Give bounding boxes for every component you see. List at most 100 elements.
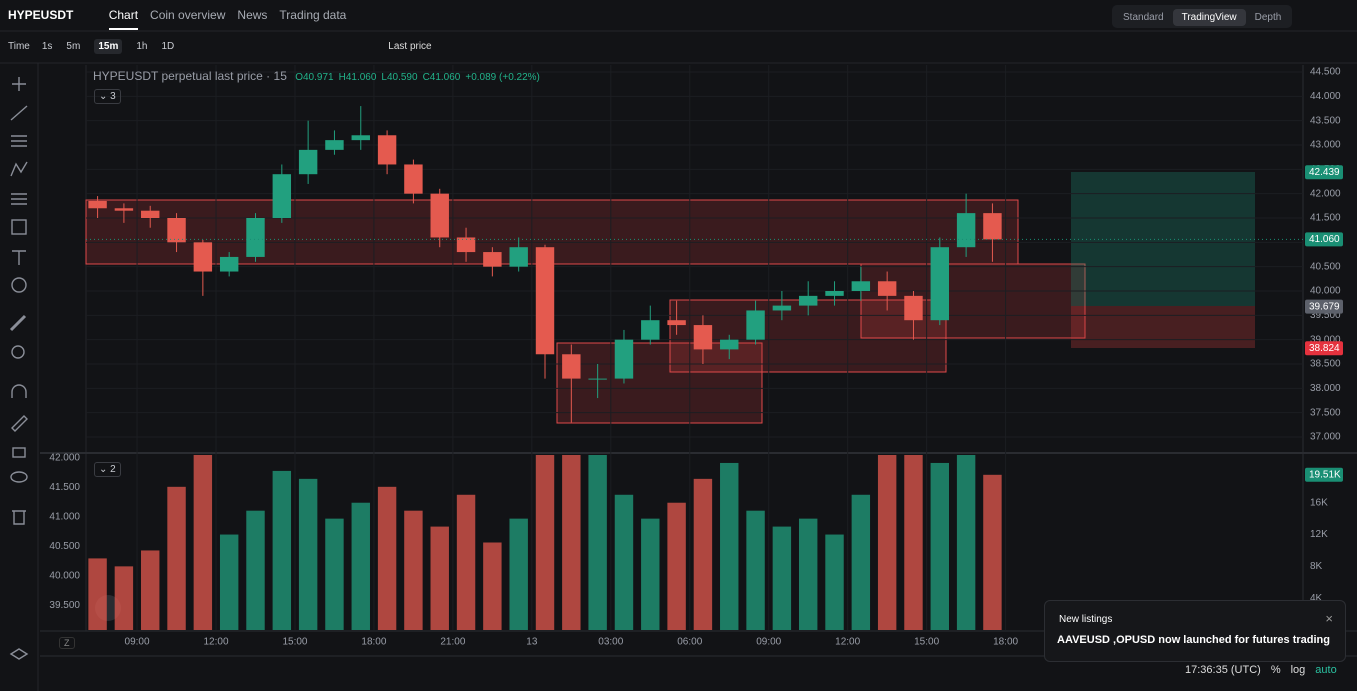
price-tag: [1305, 299, 1343, 314]
candle-body: [798, 295, 818, 306]
volume-bar: [798, 518, 818, 630]
price-source[interactable]: Last price: [388, 41, 432, 52]
x-tick-label: 13: [526, 637, 538, 648]
toast-title: New listings: [1059, 614, 1113, 625]
volume-bar: [88, 558, 107, 630]
y-tick-label: 44.500: [1310, 67, 1341, 78]
candle-body: [641, 320, 660, 340]
icon: [12, 510, 26, 525]
icon: [11, 384, 27, 398]
ohlc: O40.971 H41.060 L40.590 C41.060 +0.089 (+0.2…: [290, 72, 540, 83]
candle-body: [983, 213, 1002, 240]
ohlc-value: +0.089 (+0.22%): [465, 72, 540, 83]
view-tab[interactable]: Standard: [1123, 12, 1164, 23]
icon: [11, 415, 28, 432]
candle-body: [456, 237, 476, 253]
interval[interactable]: 15m: [94, 39, 123, 54]
candle-body: [825, 291, 844, 296]
candle-body: [404, 164, 423, 194]
interval[interactable]: 1h: [136, 41, 148, 52]
scale-option[interactable]: %: [1270, 664, 1281, 676]
pane-label: 41.500: [49, 482, 80, 493]
count: 2: [110, 464, 116, 475]
x-tick-label: 12:00: [204, 637, 229, 648]
candle-body: [351, 135, 370, 141]
ohlc-value: C41.060: [422, 72, 461, 83]
tab[interactable]: Chart: [108, 8, 139, 30]
zone: [860, 263, 1086, 339]
candle-body: [167, 218, 186, 243]
scale-option[interactable]: log: [1290, 664, 1306, 676]
tab[interactable]: Coin overview: [150, 8, 226, 22]
x-tick-label: 18:00: [361, 637, 386, 648]
volume-bar: [193, 455, 213, 630]
interval[interactable]: 1s: [41, 41, 53, 52]
x-tick-label: 21:00: [440, 637, 465, 648]
x-tick-label: 15:00: [282, 637, 307, 648]
candle-body: [930, 247, 950, 321]
position-loss: [1071, 306, 1255, 348]
volume-bar: [535, 455, 555, 630]
candle-body: [693, 325, 713, 350]
volume-bar: [851, 494, 871, 630]
scale-option[interactable]: auto: [1315, 664, 1337, 676]
x-tick-label: 15:00: [914, 637, 939, 648]
x-tick-label: 03:00: [598, 637, 623, 648]
volume-bar: [983, 474, 1002, 630]
volume-tick-label: 16K: [1310, 497, 1328, 508]
view-tab[interactable]: TradingView: [1172, 9, 1246, 26]
volume-bar: [114, 566, 134, 630]
ohlc-value: H41.060: [338, 72, 377, 83]
volume-bar: [483, 542, 502, 630]
volume-bar: [720, 462, 739, 630]
icon: [12, 250, 26, 265]
tab[interactable]: News: [237, 8, 268, 22]
price-tag-label: 38.824: [1309, 343, 1340, 354]
candle-body: [588, 378, 607, 380]
pane-label: 40.500: [49, 541, 80, 552]
icon: [11, 345, 25, 359]
volume-bar: [667, 502, 686, 630]
tab[interactable]: Trading data: [279, 8, 347, 22]
volume-bar: [588, 455, 607, 630]
icon: [11, 135, 27, 147]
pane-label: 40.000: [49, 571, 80, 582]
x-tick-label: 06:00: [677, 637, 702, 648]
candle-body: [219, 256, 239, 272]
interval[interactable]: 5m: [66, 41, 81, 52]
volume-bar: [956, 455, 976, 630]
y-tick-label: 38.500: [1310, 359, 1341, 370]
view-switch: Standard TradingView Depth: [1112, 5, 1293, 28]
symbol[interactable]: HYPEUSDT: [8, 8, 74, 22]
y-tick-label: 39.000: [1310, 334, 1341, 345]
y-tick-label: 40.500: [1310, 261, 1341, 272]
candle-body: [746, 310, 765, 340]
candle-body: [298, 149, 318, 175]
volume-bar: [930, 462, 950, 630]
close[interactable]: ×: [1325, 611, 1333, 626]
count: 3: [110, 91, 116, 102]
view-tab[interactable]: Depth: [1254, 12, 1282, 23]
zone: [556, 342, 763, 424]
pane-toggle[interactable]: ⌄ 3: [94, 89, 121, 104]
volume-bar: [877, 455, 897, 630]
legend: HYPEUSDT perpetual last price · 15 O40.9…: [93, 69, 540, 83]
icon: [12, 77, 26, 91]
interval[interactable]: 1D: [161, 41, 175, 52]
pane-toggle[interactable]: ⌄ 2: [94, 462, 121, 477]
clock: 17:36:35 (UTC): [1185, 664, 1261, 676]
toast: New listings × AAVEUSD ,OPUSD now launch…: [1044, 600, 1346, 662]
z-button[interactable]: Z: [59, 637, 75, 649]
candle-body: [535, 247, 555, 355]
pane-label: 41.000: [49, 512, 80, 523]
icon: [11, 219, 27, 235]
toast-message: AAVEUSD ,OPUSD now launched for futures …: [1057, 634, 1330, 646]
icon: [9, 648, 29, 660]
y-tick-label: 37.500: [1310, 407, 1341, 418]
chart-title: HYPEUSDT perpetual last price · 15: [93, 69, 287, 83]
volume-bar: [456, 494, 476, 630]
footer: 17:36:35 (UTC)% log auto: [1185, 664, 1337, 676]
candle-body: [667, 320, 686, 326]
